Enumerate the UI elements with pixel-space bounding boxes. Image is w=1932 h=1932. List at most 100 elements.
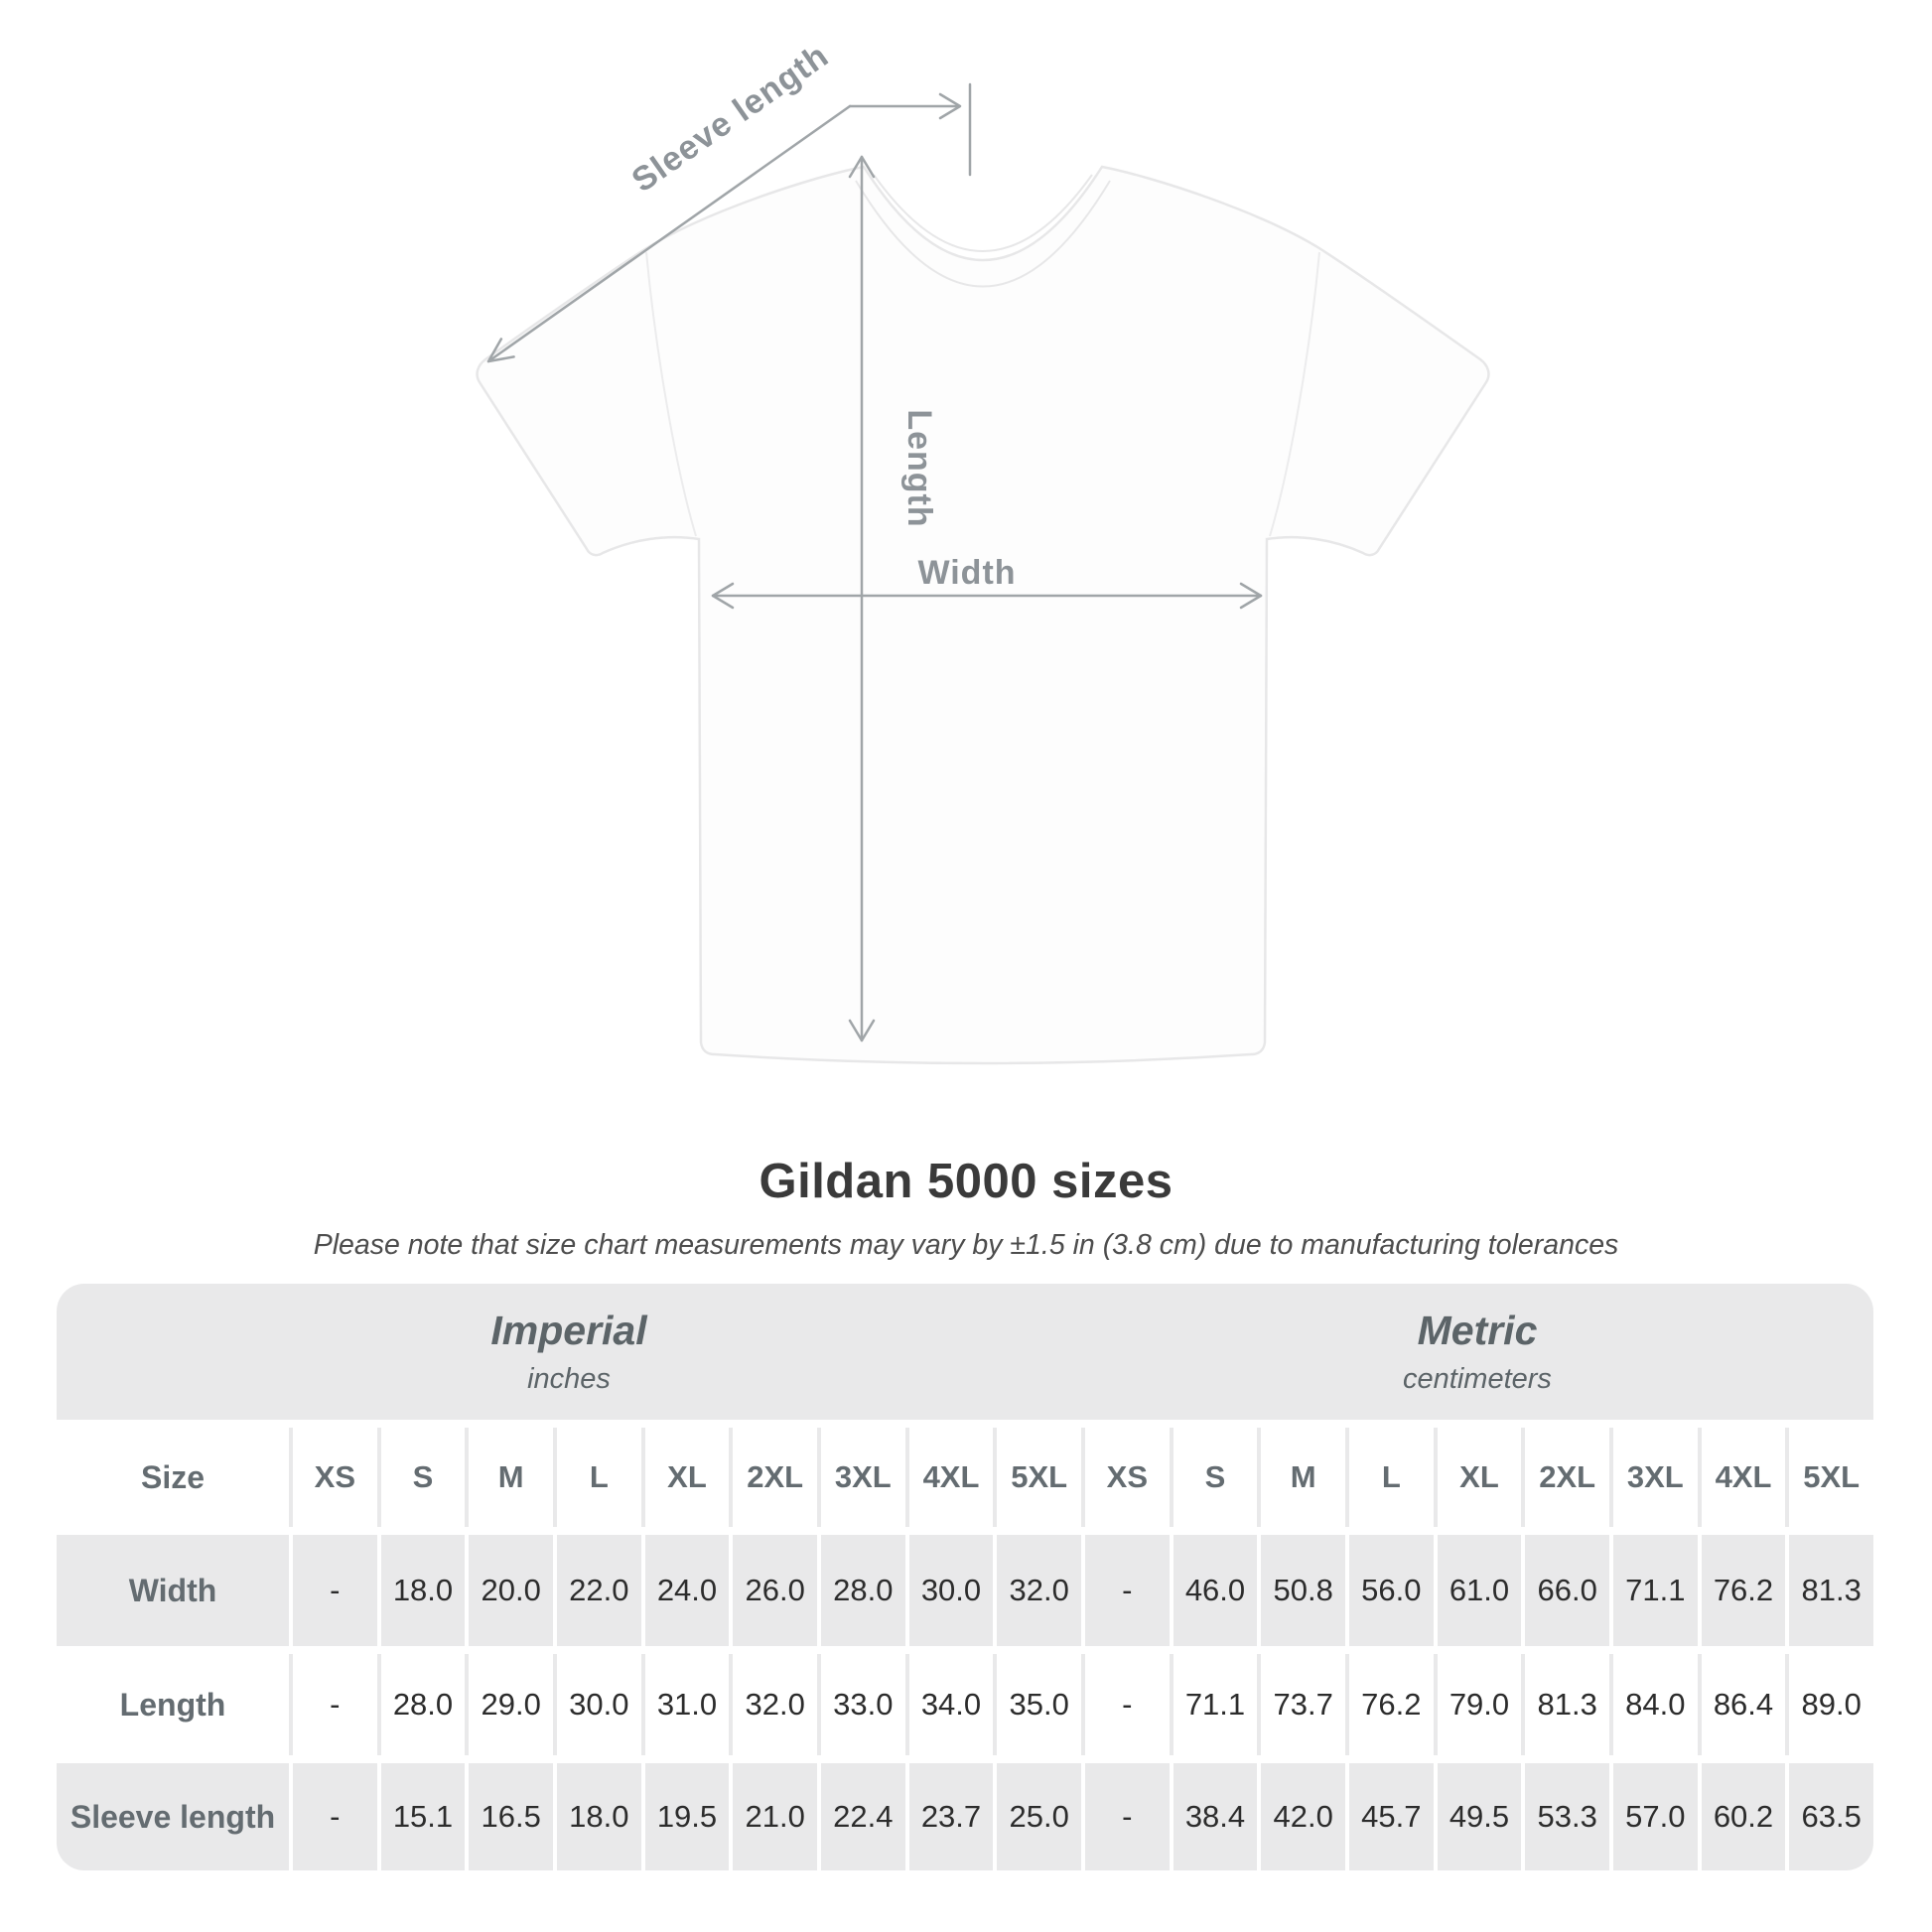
value-cell: 32.0 [997,1535,1081,1646]
metric-group-header: Metric centimeters [1081,1284,1873,1420]
value-cell: 38.4 [1173,1763,1258,1870]
value-cell: 35.0 [997,1654,1081,1755]
value-cell: 25.0 [997,1763,1081,1870]
value-cell: 32.0 [733,1654,817,1755]
value-cell: 31.0 [644,1654,730,1755]
value-cell: 73.7 [1261,1654,1345,1755]
size-column-header: M [1261,1428,1345,1527]
value-cell: - [293,1535,377,1646]
value-cell: 21.0 [733,1763,817,1870]
size-column-header: 3XL [1612,1428,1698,1527]
value-cell: 63.5 [1789,1763,1873,1870]
tolerance-note: Please note that size chart measurements… [313,1229,1619,1261]
row-label: Length [57,1654,289,1755]
value-cell: - [293,1763,377,1870]
value-cell: 20.0 [469,1535,553,1646]
size-column-header: S [380,1428,466,1527]
value-cell: 71.1 [1173,1654,1258,1755]
width-arrow: Width [711,554,1263,610]
page-title: Gildan 5000 sizes [759,1155,1173,1208]
value-cell: 30.0 [908,1535,994,1646]
row-label: Size [57,1428,289,1527]
value-cell: 79.0 [1437,1654,1522,1755]
sleeve-length-label: Sleeve length [625,37,836,200]
size-column-header: S [1173,1428,1258,1527]
value-cell: 76.2 [1348,1654,1434,1755]
value-cell: - [1084,1654,1170,1755]
metric-group-title: Metric [1417,1308,1538,1353]
value-cell: 66.0 [1525,1535,1609,1646]
size-table-grid: Size XS S M L XL 2XL 3XL 4XL 5XL XS S M L XL 2XL 3XL 4XL 5… [57,1428,1873,1870]
value-cell: - [1084,1535,1170,1646]
size-column-header: XL [1437,1428,1522,1527]
right-sleeve-seam [1269,251,1320,537]
value-cell: 49.5 [1437,1763,1522,1870]
value-cell: 46.0 [1173,1535,1258,1646]
size-column-header: 3XL [820,1428,905,1527]
value-cell: 26.0 [733,1535,817,1646]
size-column-header: 5XL [1789,1428,1873,1527]
size-table: Imperial inches Metric centimeters Size X… [57,1284,1873,1870]
table-row: Sleeve length -15.1 16.5 18.0 19.5 21.0 22.4 23… [57,1763,1873,1870]
size-column-header: 4XL [908,1428,994,1527]
row-label: Width [57,1535,289,1646]
size-column-header: XS [1084,1428,1170,1527]
value-cell: - [1084,1763,1170,1870]
value-cell: 15.1 [380,1763,466,1870]
value-cell: 53.3 [1525,1763,1609,1870]
value-cell: 56.0 [1348,1535,1434,1646]
size-column-header: XL [644,1428,730,1527]
unit-group-header: Imperial inches Metric centimeters [57,1284,1873,1420]
table-row: Width -18.0 20.0 22.0 24.0 26.0 28.0 30.0 32.0-4… [57,1535,1873,1646]
size-column-header: L [556,1428,641,1527]
value-cell: 30.0 [556,1654,641,1755]
value-cell: 28.0 [380,1654,466,1755]
value-cell: 18.0 [380,1535,466,1646]
collar-stitch-line [855,180,1111,288]
width-label: Width [917,554,1016,592]
value-cell: 16.5 [469,1763,553,1870]
value-cell: 24.0 [644,1535,730,1646]
value-cell: 18.0 [556,1763,641,1870]
value-cell: 84.0 [1612,1654,1698,1755]
value-cell: 28.0 [820,1535,905,1646]
value-cell: 81.3 [1525,1654,1609,1755]
length-label: Length [900,409,938,527]
value-cell: 45.7 [1348,1763,1434,1870]
size-column-header: XS [293,1428,377,1527]
imperial-group-unit: inches [527,1363,611,1395]
value-cell: 81.3 [1789,1535,1873,1646]
size-column-header: M [469,1428,553,1527]
collar-inner-line [873,174,1093,252]
value-cell: 50.8 [1261,1535,1345,1646]
value-cell: 42.0 [1261,1763,1345,1870]
tshirt-graphic [476,165,1490,1065]
size-column-header: 2XL [1525,1428,1609,1527]
value-cell: 29.0 [469,1654,553,1755]
value-cell: 34.0 [908,1654,994,1755]
value-cell: 57.0 [1612,1763,1698,1870]
value-cell: 71.1 [1612,1535,1698,1646]
row-label: Sleeve length [57,1763,289,1870]
size-column-header: 4XL [1701,1428,1786,1527]
table-header-row: Size XS S M L XL 2XL 3XL 4XL 5XL XS S M L XL 2XL 3XL 4XL 5… [57,1428,1873,1527]
size-column-header: L [1348,1428,1434,1527]
size-column-header: 2XL [733,1428,817,1527]
value-cell: - [293,1654,377,1755]
value-cell: 60.2 [1701,1763,1786,1870]
value-cell: 86.4 [1701,1654,1786,1755]
length-arrow: Length [848,155,938,1042]
value-cell: 22.0 [556,1535,641,1646]
value-cell: 22.4 [820,1763,905,1870]
value-cell: 23.7 [908,1763,994,1870]
value-cell: 61.0 [1437,1535,1522,1646]
size-column-header: 5XL [997,1428,1081,1527]
imperial-group-title: Imperial [490,1308,647,1353]
metric-group-unit: centimeters [1403,1363,1552,1395]
imperial-group-header: Imperial inches [57,1284,1081,1420]
value-cell: 33.0 [820,1654,905,1755]
value-cell: 89.0 [1789,1654,1873,1755]
value-cell: 19.5 [644,1763,730,1870]
